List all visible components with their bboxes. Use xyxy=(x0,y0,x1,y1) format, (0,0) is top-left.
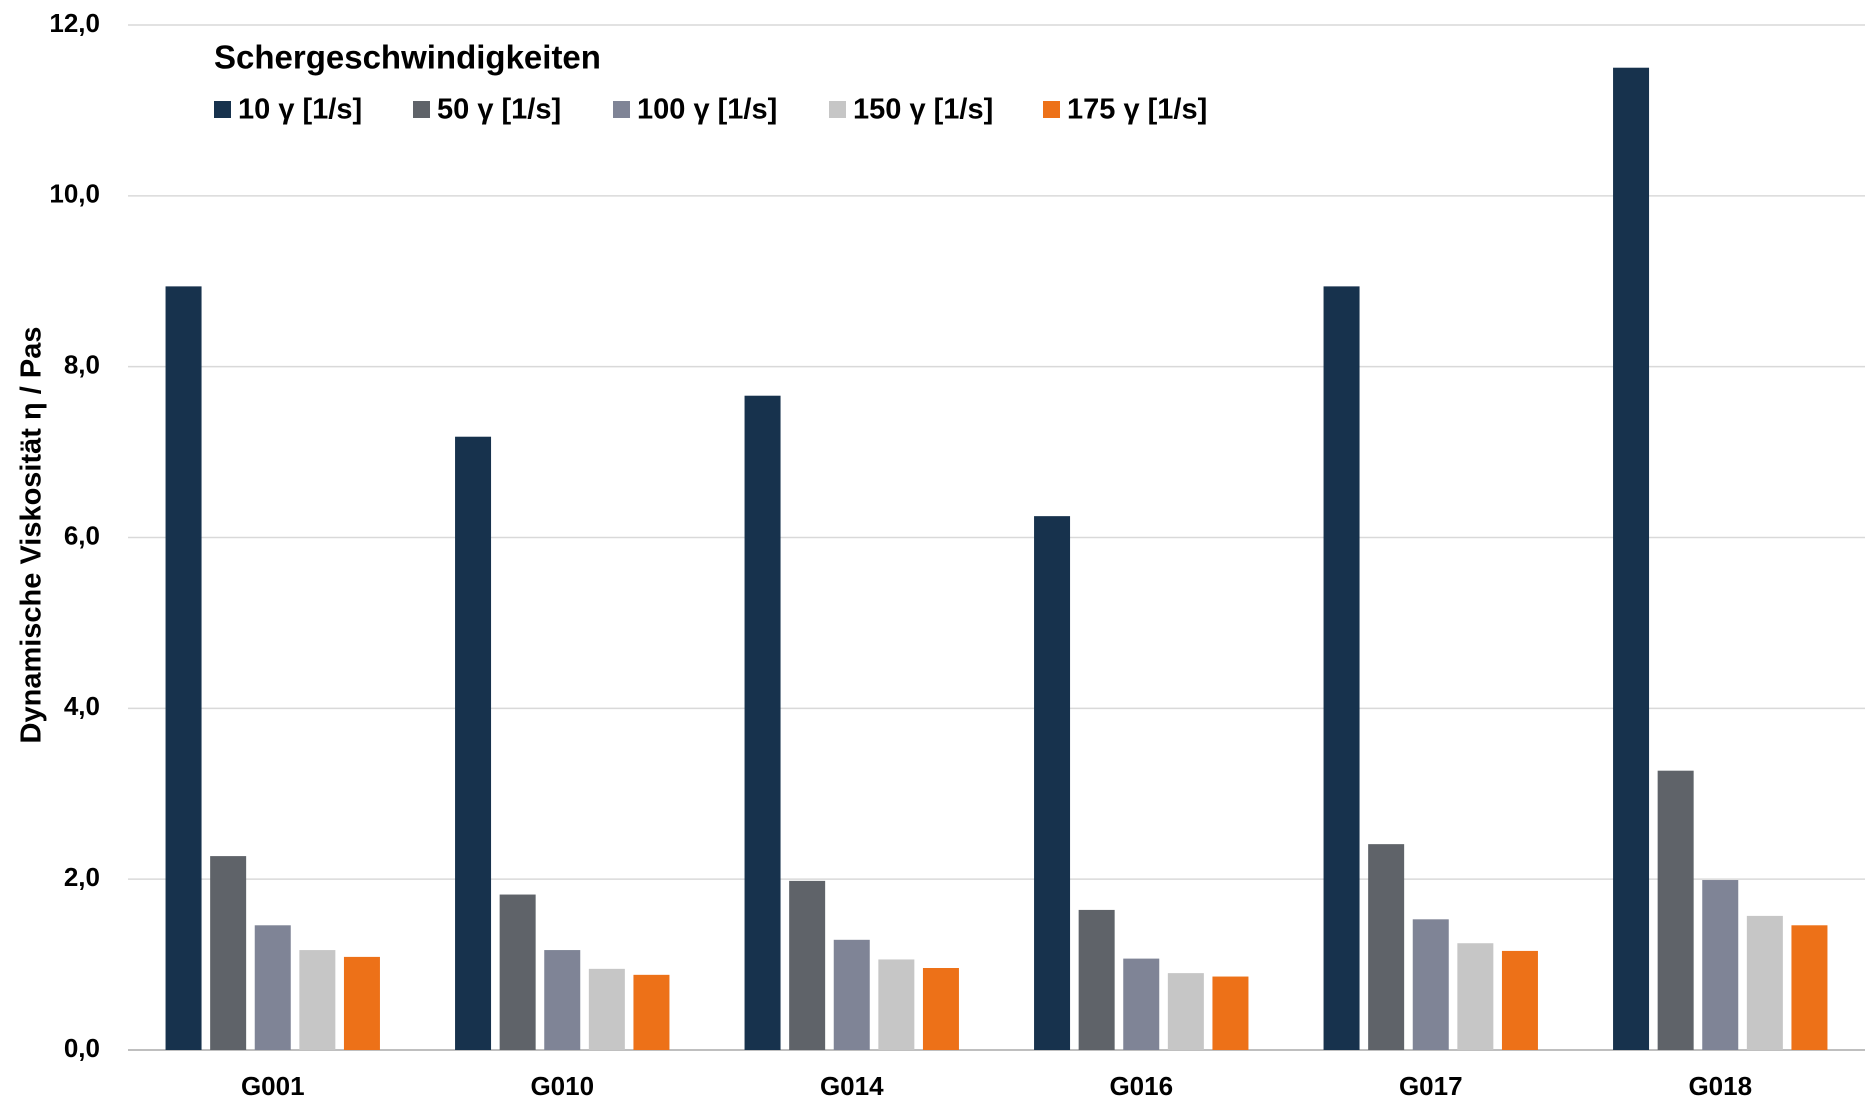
bar xyxy=(633,974,670,1050)
bar xyxy=(588,968,625,1050)
bar xyxy=(1657,770,1694,1050)
bar xyxy=(744,395,781,1050)
bar xyxy=(1412,919,1449,1050)
bar xyxy=(878,959,915,1050)
legend-label: 100 γ [1/s] xyxy=(637,94,777,126)
legend-swatch xyxy=(613,101,630,118)
y-tick-label: 2,0 xyxy=(64,862,100,892)
bar xyxy=(1078,909,1115,1050)
bar xyxy=(1457,943,1494,1050)
x-tick-label: G010 xyxy=(530,1071,594,1101)
bar xyxy=(455,436,492,1050)
x-tick-label: G014 xyxy=(820,1071,884,1101)
legend-swatch xyxy=(829,101,846,118)
bar xyxy=(1123,958,1160,1050)
bar xyxy=(1791,925,1828,1050)
bar xyxy=(254,925,291,1050)
bar xyxy=(789,880,826,1050)
legend-swatch xyxy=(214,101,231,118)
legend-swatch xyxy=(413,101,430,118)
bar xyxy=(544,950,581,1050)
legend-title: Schergeschwindigkeiten xyxy=(214,39,601,76)
bar xyxy=(1501,950,1538,1050)
y-tick-label: 8,0 xyxy=(64,350,100,380)
bar xyxy=(1323,286,1360,1050)
legend-swatch xyxy=(1043,101,1060,118)
legend-label: 10 γ [1/s] xyxy=(238,94,362,126)
y-tick-label: 12,0 xyxy=(49,8,100,38)
y-tick-label: 6,0 xyxy=(64,520,100,550)
bar xyxy=(210,856,247,1050)
legend-label: 150 γ [1/s] xyxy=(853,94,993,126)
bar xyxy=(833,939,870,1050)
y-tick-label: 10,0 xyxy=(49,179,100,209)
bar xyxy=(499,894,536,1050)
bar xyxy=(343,956,380,1050)
bar xyxy=(1034,516,1071,1050)
x-tick-label: G017 xyxy=(1399,1071,1463,1101)
legend-label: 50 γ [1/s] xyxy=(437,94,561,126)
bar xyxy=(1368,844,1405,1050)
x-tick-label: G016 xyxy=(1109,1071,1173,1101)
bar xyxy=(1212,976,1249,1050)
bar xyxy=(1746,915,1783,1050)
bar xyxy=(1613,67,1650,1051)
bar xyxy=(1702,880,1739,1050)
x-tick-label: G001 xyxy=(241,1071,305,1101)
bar xyxy=(165,286,202,1050)
legend-label: 175 γ [1/s] xyxy=(1067,94,1207,126)
bar xyxy=(299,950,336,1050)
y-tick-label: 0,0 xyxy=(64,1033,100,1063)
bar xyxy=(922,968,959,1050)
x-tick-label: G018 xyxy=(1688,1071,1752,1101)
y-axis-title: Dynamische Viskosität η / Pas xyxy=(16,327,48,744)
y-tick-label: 4,0 xyxy=(64,691,100,721)
bar xyxy=(1167,973,1204,1050)
